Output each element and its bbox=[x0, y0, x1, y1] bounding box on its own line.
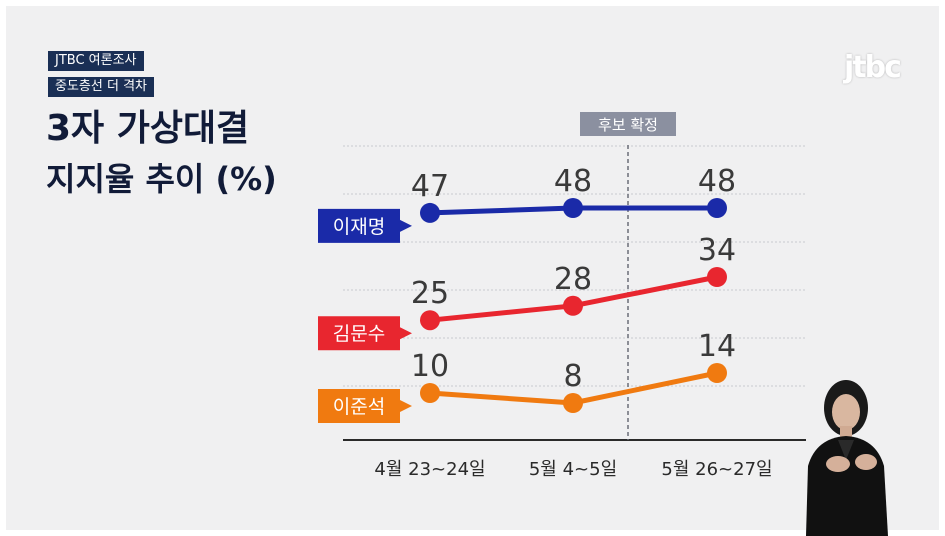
data-point-2-0 bbox=[420, 383, 440, 403]
data-point-0-1 bbox=[563, 198, 583, 218]
legend-tag-1 bbox=[318, 316, 412, 351]
data-label-2-0: 10 bbox=[411, 349, 449, 384]
source-tag: JTBC 여론조사 bbox=[48, 51, 144, 71]
data-label-0-2: 48 bbox=[698, 164, 736, 199]
legend-label-2: 이준석 bbox=[333, 396, 385, 418]
data-label-1-1: 28 bbox=[554, 262, 592, 297]
legend-tag-2 bbox=[318, 389, 412, 423]
data-label-2-2: 14 bbox=[698, 329, 736, 364]
x-tick-label-1: 5월 4~5일 bbox=[529, 459, 617, 480]
data-point-1-2 bbox=[707, 267, 727, 287]
data-label-1-0: 25 bbox=[411, 276, 449, 311]
divider-label-box bbox=[580, 112, 676, 136]
x-tick-label-2: 5월 26~27일 bbox=[661, 459, 772, 480]
data-label-0-1: 48 bbox=[554, 164, 592, 199]
data-point-2-2 bbox=[707, 363, 727, 383]
x-tick-label-0: 4월 23~24일 bbox=[374, 459, 485, 480]
legend-label-0: 이재명 bbox=[333, 216, 385, 238]
data-label-0-0: 47 bbox=[411, 169, 449, 204]
data-point-1-0 bbox=[420, 310, 440, 331]
subtitle-tag: 중도층선 더 격차 bbox=[48, 77, 154, 97]
data-label-1-2: 34 bbox=[698, 233, 736, 268]
legend-tag-0 bbox=[318, 208, 412, 243]
data-point-0-0 bbox=[420, 202, 440, 223]
broadcast-panel: JTBC 여론조사 중도층선 더 격차 3자 가상대결 지지율 추이 (%) j… bbox=[6, 6, 939, 530]
jtbc-logo: jtbc bbox=[844, 50, 902, 85]
data-point-2-1 bbox=[563, 393, 583, 413]
divider-label: 후보 확정 bbox=[598, 116, 658, 134]
sign-language-interpreter bbox=[806, 380, 888, 536]
legend-label-1: 김문수 bbox=[333, 323, 385, 345]
chart-title-line2: 지지율 추이 (%) bbox=[46, 160, 277, 198]
data-label-2-1: 8 bbox=[563, 359, 582, 394]
data-point-0-2 bbox=[707, 198, 727, 218]
data-point-1-1 bbox=[563, 295, 583, 316]
chart-title-line1: 3자 가상대결 bbox=[46, 108, 250, 149]
